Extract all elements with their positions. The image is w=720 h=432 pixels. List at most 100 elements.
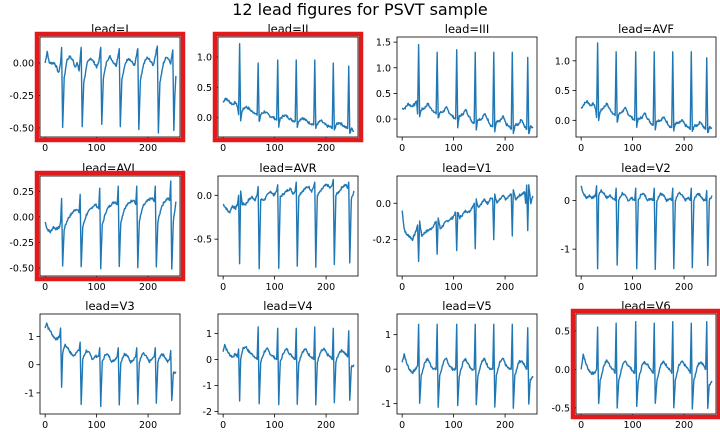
subplot-lead-avr: lead=AVR 0 100 200 0.0 -0.5 <box>193 161 359 293</box>
series-line <box>44 322 177 408</box>
x-tick-label: 200 <box>675 420 693 431</box>
x-tick-label: 100 <box>88 143 106 154</box>
x-tick-label: 100 <box>88 282 106 293</box>
y-tick-label: 0.25 <box>13 187 34 198</box>
figure-title: 12 lead figures for PSVT sample <box>232 0 488 19</box>
x-tick-label: 100 <box>445 420 463 431</box>
axes-frame <box>39 36 181 138</box>
axes-frame <box>39 313 181 415</box>
x-tick-label: 200 <box>496 143 514 154</box>
x-tick-label: 200 <box>675 282 693 293</box>
subplot-lead-v4: lead=V4 0 100 200 1 0 -1 -2 <box>203 299 359 431</box>
highlight-box <box>34 170 186 282</box>
axes-frame <box>39 175 181 277</box>
series-line <box>580 320 713 410</box>
series-line <box>222 326 355 406</box>
subplot-lead-iii: lead=III 0 100 200 0.0 0.5 1.0 1.5 <box>376 22 538 154</box>
y-tick-label: -0.2 <box>372 235 391 246</box>
x-tick-label: 200 <box>496 420 514 431</box>
y-tick-label: 0.00 <box>13 212 34 223</box>
axes-frame <box>575 175 717 277</box>
y-tick-label: 0.0 <box>555 116 570 127</box>
subplot-title: lead=V4 <box>263 299 312 313</box>
y-tick-label: 0.0 <box>197 191 212 202</box>
axes-frame <box>396 175 538 277</box>
series-line <box>44 45 177 134</box>
subplot-title: lead=V2 <box>621 161 670 175</box>
subplot-title: lead=III <box>445 22 489 36</box>
highlight-box <box>212 31 364 143</box>
y-tick-label: 0.5 <box>376 89 391 100</box>
x-tick-label: 0 <box>578 143 584 154</box>
subplot-lead-v1: lead=V1 0 100 200 0.0 -0.2 <box>372 161 538 293</box>
y-tick-label: 0.00 <box>13 58 34 69</box>
subplot-title: lead=AVF <box>618 22 674 36</box>
x-tick-label: 0 <box>399 282 405 293</box>
x-tick-label: 200 <box>496 282 514 293</box>
y-tick-label: 0.0 <box>376 199 391 210</box>
series-line <box>222 42 355 134</box>
series-line <box>401 323 534 409</box>
x-tick-label: 0 <box>220 143 226 154</box>
x-tick-label: 100 <box>624 282 642 293</box>
y-tick-label: 1.0 <box>555 56 570 67</box>
series-line <box>580 42 713 134</box>
axes-frame <box>396 36 538 138</box>
subplot-lead-v5: lead=V5 0 100 200 1 0 -1 <box>382 299 538 431</box>
x-tick-label: 200 <box>139 143 157 154</box>
y-tick-label: 1.0 <box>376 63 391 74</box>
x-tick-label: 100 <box>445 282 463 293</box>
series-line <box>401 43 534 135</box>
y-tick-label: -0.5 <box>193 235 212 246</box>
y-tick-label: 0 <box>28 360 34 371</box>
y-tick-label: -1 <box>203 381 212 392</box>
x-tick-label: 200 <box>317 143 335 154</box>
axes-frame <box>217 175 359 277</box>
x-tick-label: 0 <box>42 420 48 431</box>
highlight-box <box>34 31 186 143</box>
y-tick-label: -0.25 <box>9 91 34 102</box>
y-tick-label: 0.5 <box>555 326 570 337</box>
y-tick-label: 0.0 <box>197 113 212 124</box>
y-tick-label: 0 <box>564 196 570 207</box>
y-tick-label: 0.5 <box>197 83 212 94</box>
x-tick-label: 100 <box>266 420 284 431</box>
y-tick-label: -0.25 <box>9 238 34 249</box>
x-tick-label: 200 <box>139 282 157 293</box>
series-line <box>222 178 355 270</box>
x-tick-label: 100 <box>624 143 642 154</box>
subplot-lead-avf: lead=AVF 0 100 200 0.0 0.5 1.0 <box>555 22 717 154</box>
x-tick-label: 0 <box>42 143 48 154</box>
y-tick-label: 1.5 <box>376 38 391 49</box>
y-tick-label: 1 <box>28 332 34 343</box>
y-tick-label: 0.5 <box>555 86 570 97</box>
x-tick-label: 100 <box>624 420 642 431</box>
series-line <box>401 184 534 263</box>
y-tick-label: -1 <box>382 399 391 410</box>
x-tick-label: 100 <box>88 420 106 431</box>
y-tick-label: 0 <box>385 365 391 376</box>
subplot-lead-v3: lead=V3 0 100 200 1 0 -1 <box>25 299 181 431</box>
subplot-title: lead=V1 <box>442 161 491 175</box>
y-tick-label: 0.0 <box>555 365 570 376</box>
x-tick-label: 200 <box>675 143 693 154</box>
x-tick-label: 100 <box>445 143 463 154</box>
y-tick-label: 0 <box>206 355 212 366</box>
y-tick-label: -0.50 <box>9 123 34 134</box>
x-tick-label: 0 <box>399 420 405 431</box>
y-tick-label: 1 <box>206 329 212 340</box>
axes-frame <box>575 313 717 415</box>
y-tick-label: -0.50 <box>9 263 34 274</box>
y-tick-label: -2 <box>203 407 212 418</box>
axes-frame <box>575 36 717 138</box>
y-tick-label: 1 <box>385 330 391 341</box>
subplot-title: lead=V3 <box>85 299 134 313</box>
y-tick-label: -1 <box>25 388 34 399</box>
subplot-title: lead=AVR <box>259 161 316 175</box>
y-tick-label: 0.0 <box>376 115 391 126</box>
